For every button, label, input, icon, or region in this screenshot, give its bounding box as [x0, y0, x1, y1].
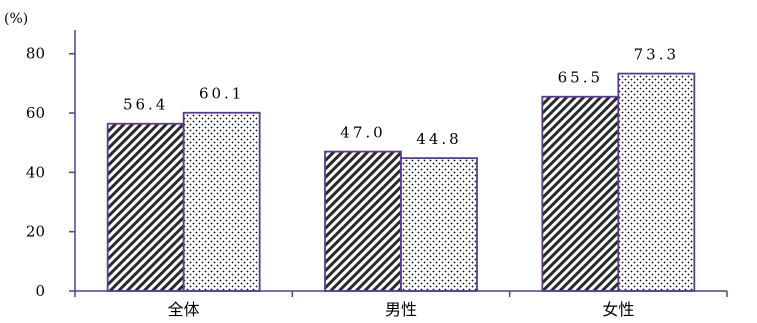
bar-value-label: 65.5	[558, 69, 603, 87]
bar-dotted	[182, 111, 261, 292]
category-label: 女性	[602, 300, 634, 319]
category-label: 全体	[168, 300, 200, 319]
category-label: 男性	[385, 300, 417, 319]
y-tick-label: 60	[26, 104, 45, 122]
bar-value-label: 44.8	[416, 130, 461, 148]
y-tick-label: 20	[26, 223, 45, 241]
y-tick-label: 40	[26, 163, 45, 181]
y-tick-label: 0	[35, 282, 45, 300]
bar-dotted	[400, 157, 478, 292]
bar-hatched	[324, 150, 402, 292]
y-unit-label: (%)	[4, 11, 28, 27]
y-tick-label: 80	[26, 45, 45, 63]
x-axis-labels: 全体 男性 女性	[168, 300, 635, 319]
bar-value-label: 56.4	[123, 96, 168, 114]
axes	[74, 30, 728, 297]
bar-hatched	[106, 122, 185, 292]
bar-hatched	[541, 95, 620, 292]
bars	[106, 72, 696, 292]
bar-value-label: 73.3	[634, 46, 679, 64]
value-labels: 56.4 60.1 47.0 44.8 65.5 73.3	[123, 46, 679, 149]
y-axis-ticks: 0 20 40 60 80	[26, 45, 75, 300]
bar-dotted	[617, 72, 696, 292]
bar-value-label: 47.0	[340, 124, 385, 142]
bar-value-label: 60.1	[199, 85, 244, 103]
